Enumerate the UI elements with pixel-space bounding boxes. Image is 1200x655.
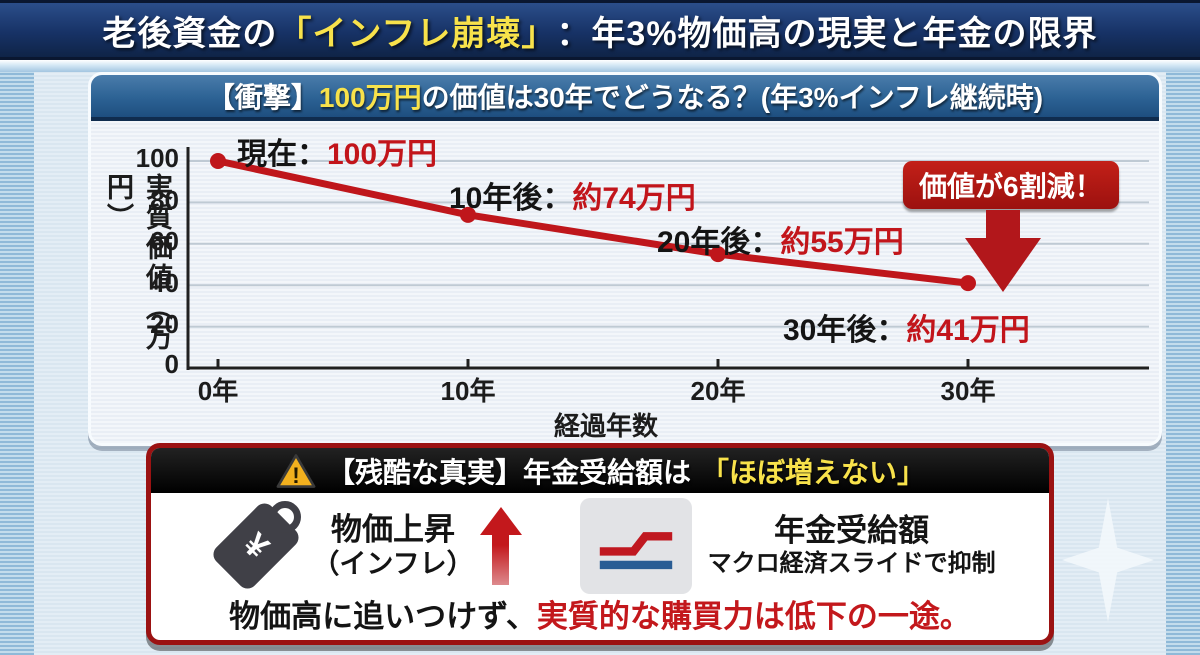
x-tick-10yr: 10年 bbox=[440, 376, 496, 406]
price-rise-subtitle: （インフレ） bbox=[312, 548, 474, 579]
up-arrow-head bbox=[479, 506, 522, 535]
chart-panel: 【衝撃】 100万円 の価値は30年でどうなる？(年3%インフレ継続時) 実質価… bbox=[88, 72, 1162, 446]
pension-title: 年金受給額 bbox=[774, 512, 930, 548]
pension-chart-icon bbox=[579, 497, 692, 594]
price-tag-body: ¥ bbox=[209, 493, 309, 593]
annotation-now: 現在：100万円 bbox=[237, 129, 437, 173]
warning-triangle-icon: ! bbox=[276, 453, 316, 488]
warning-header-prefix: 【残酷な真実】年金受給額は bbox=[326, 456, 691, 488]
chart-header-prefix: 【衝撃】 bbox=[206, 82, 319, 113]
gloss-divider bbox=[0, 60, 1200, 72]
yen-symbol: ¥ bbox=[236, 525, 277, 566]
chart-panel-header: 【衝撃】 100万円 の価値は30年でどうなる？(年3%インフレ継続時) bbox=[91, 75, 1159, 121]
x-tick-30yr: 30年 bbox=[940, 376, 996, 406]
annotation-now-value: 100万円 bbox=[327, 138, 438, 171]
up-arrow-icon bbox=[479, 506, 522, 585]
right-stripe-band bbox=[1166, 0, 1200, 655]
x-axis-label: 経過年数 bbox=[553, 411, 658, 441]
warning-content: ¥ 物価上昇 （インフレ） 年金受給額 マクロ経済スライドで抑制 bbox=[151, 493, 1049, 598]
warning-header: ! 【残酷な真実】年金受給額は 「ほぼ増えない」 bbox=[151, 448, 1049, 493]
price-rise-text: 物価上昇 （インフレ） bbox=[312, 512, 473, 580]
chart-header-suffix: の価値は30年でどうなる？(年3%インフレ継続時) bbox=[421, 82, 1044, 113]
page-title-highlight: 「インフレ崩壊」 bbox=[277, 14, 557, 53]
annotation-20yr-label: 20年後： bbox=[657, 226, 781, 259]
annotation-10yr-value: 約74万円 bbox=[572, 182, 696, 215]
annotation-20yr-value: 約55万円 bbox=[780, 226, 904, 259]
down-arrow-shaft bbox=[986, 210, 1020, 238]
pension-chart-lines bbox=[599, 531, 672, 569]
annotation-now-label: 現在： bbox=[237, 138, 327, 171]
down-arrow-icon bbox=[965, 210, 1041, 292]
sparkle-icon bbox=[1062, 498, 1154, 622]
up-arrow-shaft bbox=[492, 534, 510, 585]
y-tick-40: 40 bbox=[150, 268, 179, 298]
price-tag-icon: ¥ bbox=[204, 493, 309, 596]
annotation-20yr: 20年後：約55万円 bbox=[657, 217, 904, 261]
x-tick-0yr: 0年 bbox=[197, 376, 239, 406]
pension-text: 年金受給額 マクロ経済スライドで抑制 bbox=[708, 513, 996, 579]
footer-red-text: 実質的な購買力は低下の一途。 bbox=[536, 599, 971, 634]
page-title: 老後資金の 「インフレ崩壊」 ：年3%物価高の現実と年金の限界 bbox=[0, 0, 1200, 60]
y-tick-80: 80 bbox=[150, 185, 179, 215]
line-chart: 実質価値（万円） 100 80 60 40 20 0 0年 10年 20年 30… bbox=[91, 121, 1159, 443]
line-chart-svg bbox=[186, 147, 1149, 370]
annotation-30yr-value: 約41万円 bbox=[906, 314, 1030, 347]
price-rise-title: 物価上昇 bbox=[330, 511, 455, 547]
y-tick-100: 100 bbox=[135, 143, 179, 173]
annotation-30yr-label: 30年後： bbox=[783, 314, 907, 347]
y-tick-20: 20 bbox=[150, 309, 179, 339]
warning-box: ! 【残酷な真実】年金受給額は 「ほぼ増えない」 ¥ 物価上昇 （インフレ） 年… bbox=[146, 443, 1054, 645]
annotation-10yr: 10年後：約74万円 bbox=[449, 173, 696, 217]
y-tick-0: 0 bbox=[164, 349, 179, 379]
value-drop-badge: 価値が6割減！ bbox=[903, 161, 1119, 209]
pension-subtitle: マクロ経済スライドで抑制 bbox=[707, 549, 996, 577]
warning-exclamation: ! bbox=[292, 463, 299, 488]
left-stripe-band bbox=[0, 0, 34, 655]
y-axis-label: 実質価値（万円） bbox=[103, 173, 172, 353]
y-tick-60: 60 bbox=[150, 226, 179, 256]
page-title-suffix: ：年3%物価高の現実と年金の限界 bbox=[556, 14, 1098, 53]
x-tick-20yr: 20年 bbox=[690, 376, 746, 406]
warning-footer: 物価高に追いつけず、 実質的な購買力は低下の一途。 bbox=[151, 598, 1049, 640]
page-title-prefix: 老後資金の bbox=[102, 14, 278, 53]
annotation-10yr-label: 10年後： bbox=[449, 182, 573, 215]
down-arrow-head bbox=[965, 238, 1041, 292]
chart-header-highlight: 100万円 bbox=[318, 82, 422, 113]
footer-black-text: 物価高に追いつけず、 bbox=[229, 599, 537, 634]
annotation-30yr: 30年後：約41万円 bbox=[783, 305, 1030, 349]
warning-header-highlight: 「ほぼ増えない」 bbox=[701, 456, 926, 488]
